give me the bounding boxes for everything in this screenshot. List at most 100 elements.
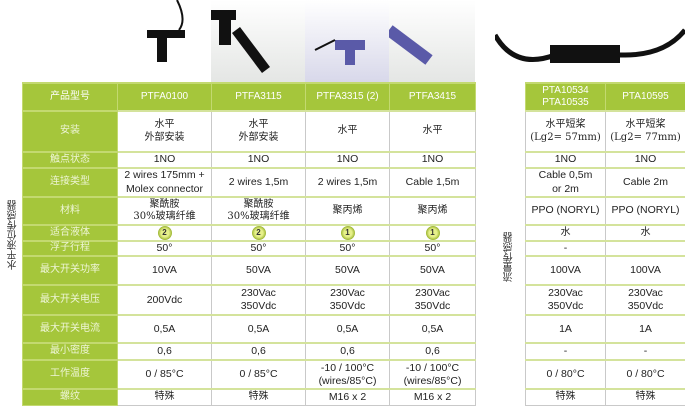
cell-line: 特殊 — [635, 391, 656, 403]
table-row: 适合液体 2 2 1 1 — [22, 224, 476, 242]
cell-line: 水 — [640, 226, 651, 238]
cell-line: 230Vac — [241, 287, 276, 299]
cell-line: -10 / 100°C — [405, 361, 460, 374]
table-cell: 50° — [305, 239, 390, 257]
table-cell: 50VA — [389, 255, 476, 286]
row-label: 最大开关功率 — [22, 255, 118, 286]
table-cell: 1 — [389, 224, 476, 242]
cell-line: M16 x 2 — [328, 390, 367, 403]
cell-line: Molex connector — [125, 182, 204, 195]
row-label: 连接类型 — [22, 167, 118, 198]
table-row: 水水 — [525, 224, 685, 242]
cell-line: 2 wires 175mm + — [124, 169, 205, 182]
table-cell: 2 wires 1,5m — [211, 167, 306, 198]
table-cell: Cable 2m — [605, 167, 685, 198]
flow-sensor-table: PTA10534 PTA10535 PTA10595 水平短桨 (Lg2= 57mm) 水… — [525, 82, 685, 406]
table-row: 230Vac 350Vdc 230Vac 350Vdc — [525, 284, 685, 316]
model-header: PTFA0100 — [117, 82, 212, 112]
cell-line: PPO (NORYL) — [611, 204, 680, 217]
cell-line: - — [563, 242, 568, 254]
cell-line: 100VA — [550, 264, 581, 277]
table-row: 最大开关电压 200Vdc 230Vac 350Vdc 230Vac 350Vdc 230V… — [22, 284, 476, 316]
cell-line: 50° — [424, 242, 441, 254]
product-image-pta105xx — [492, 0, 685, 82]
table-cell: 0,6 — [389, 342, 476, 361]
table-row: 特殊 特殊 — [525, 388, 685, 406]
cell-line: 0,5A — [247, 322, 270, 335]
cell-line: 1NO — [634, 153, 657, 166]
table-cell: 特殊 — [605, 388, 685, 406]
cell-line: 230Vac — [330, 287, 365, 299]
row-label: 最小密度 — [22, 342, 118, 361]
cell-line: 水平 — [422, 125, 443, 137]
table-cell: 0,5A — [117, 314, 212, 344]
table-row: - — [525, 239, 685, 257]
table-cell: 0,6 — [211, 342, 306, 361]
cell-line: 水平 — [248, 119, 269, 130]
table-cell: 特殊 — [211, 388, 306, 406]
cell-line: 1NO — [336, 153, 359, 166]
cell-line: 聚酰胺 — [243, 198, 274, 210]
cell-line: 50° — [339, 242, 356, 254]
table-cell: 水平 — [305, 110, 390, 153]
table-cell: 2 — [117, 224, 212, 242]
table-cell: 水平 — [389, 110, 476, 153]
cell-line: 350Vdc — [627, 300, 664, 313]
table-cell: Cable 1,5m — [389, 167, 476, 198]
table-cell: 2 wires 175mm + Molex connector — [117, 167, 212, 198]
cell-line: 200Vdc — [146, 293, 183, 306]
cell-line: 0 / 85°C — [145, 368, 184, 381]
table-row: 材料 聚酰胺 30%玻璃纤维 聚酰胺 30%玻璃纤维 聚丙烯 聚丙烯 — [22, 196, 476, 226]
row-label: 触点状态 — [22, 151, 118, 169]
cell-line: 聚丙烯 — [332, 204, 363, 216]
table-row: 安装 水平 外部安装 水平 外部安装 水平 水平 — [22, 110, 476, 153]
cell-line: (Lg2= 57mm) — [530, 131, 601, 143]
cell-line: 1NO — [421, 153, 444, 166]
table-cell: 聚丙烯 — [389, 196, 476, 226]
cell-line: 聚丙烯 — [417, 204, 448, 216]
table-cell: 1 — [305, 224, 390, 242]
table-cell: 230Vac 350Vdc — [605, 284, 685, 316]
cell-line: -10 / 100°C — [320, 361, 375, 374]
table-cell: 0 / 80°C — [605, 359, 685, 390]
table-cell: PPO (NORYL) — [605, 196, 685, 226]
level-sensor-table: 产品型号 PTFA0100 PTFA3115 PTFA3315 (2) PTFA3415… — [22, 82, 476, 406]
table-cell: 特殊 — [525, 388, 606, 406]
table-cell: 50VA — [305, 255, 390, 286]
table-cell: 50VA — [211, 255, 306, 286]
table-cell: - — [525, 342, 606, 361]
cell-line: 0,6 — [340, 345, 355, 358]
model-header: PTA10534 PTA10535 — [525, 82, 606, 112]
table-cell: 水平短桨 (Lg2= 57mm) — [525, 110, 606, 153]
cell-line: 50VA — [420, 264, 445, 277]
table-row: 最大开关功率 10VA 50VA 50VA 50VA — [22, 255, 476, 286]
table-row: PPO (NORYL) PPO (NORYL) — [525, 196, 685, 226]
cell-line: Cable 2m — [623, 175, 668, 188]
table-cell: 1A — [525, 314, 606, 344]
cell-line: 0,6 — [425, 345, 440, 358]
cell-line: 聚酰胺 — [149, 198, 180, 210]
table-cell: 0 / 85°C — [211, 359, 306, 390]
table-row: 0 / 80°C 0 / 80°C — [525, 359, 685, 390]
table-cell: -10 / 100°C (wires/85°C) — [389, 359, 476, 390]
cell-line: 30%玻璃纤维 — [227, 211, 290, 222]
table-cell: 0,6 — [117, 342, 212, 361]
cell-line: (wires/85°C) — [318, 374, 377, 387]
table-cell: 100VA — [525, 255, 606, 286]
model-header: PTFA3115 — [211, 82, 306, 112]
row-label: 适合液体 — [22, 224, 118, 242]
header-row: 产品型号 PTFA0100 PTFA3115 PTFA3315 (2) PTFA3415 — [22, 82, 476, 112]
cell-line: 水平 — [337, 125, 358, 137]
cell-line: 350Vdc — [414, 300, 451, 313]
table-cell: 2 — [211, 224, 306, 242]
liquid-badge: 2 — [251, 226, 266, 240]
table-row: 螺纹 特殊 特殊 M16 x 2 M16 x 2 — [22, 388, 476, 406]
cell-line: 50° — [250, 242, 267, 254]
table-cell: 0,6 — [305, 342, 390, 361]
table-cell: 50° — [117, 239, 212, 257]
cell-line: Cable 0,5m — [538, 169, 593, 182]
product-image-ptfa0100 — [117, 0, 211, 82]
table-cell: 1NO — [211, 151, 306, 169]
table-cell: 230Vac 350Vdc — [525, 284, 606, 316]
table-cell: 230Vac 350Vdc — [211, 284, 306, 316]
